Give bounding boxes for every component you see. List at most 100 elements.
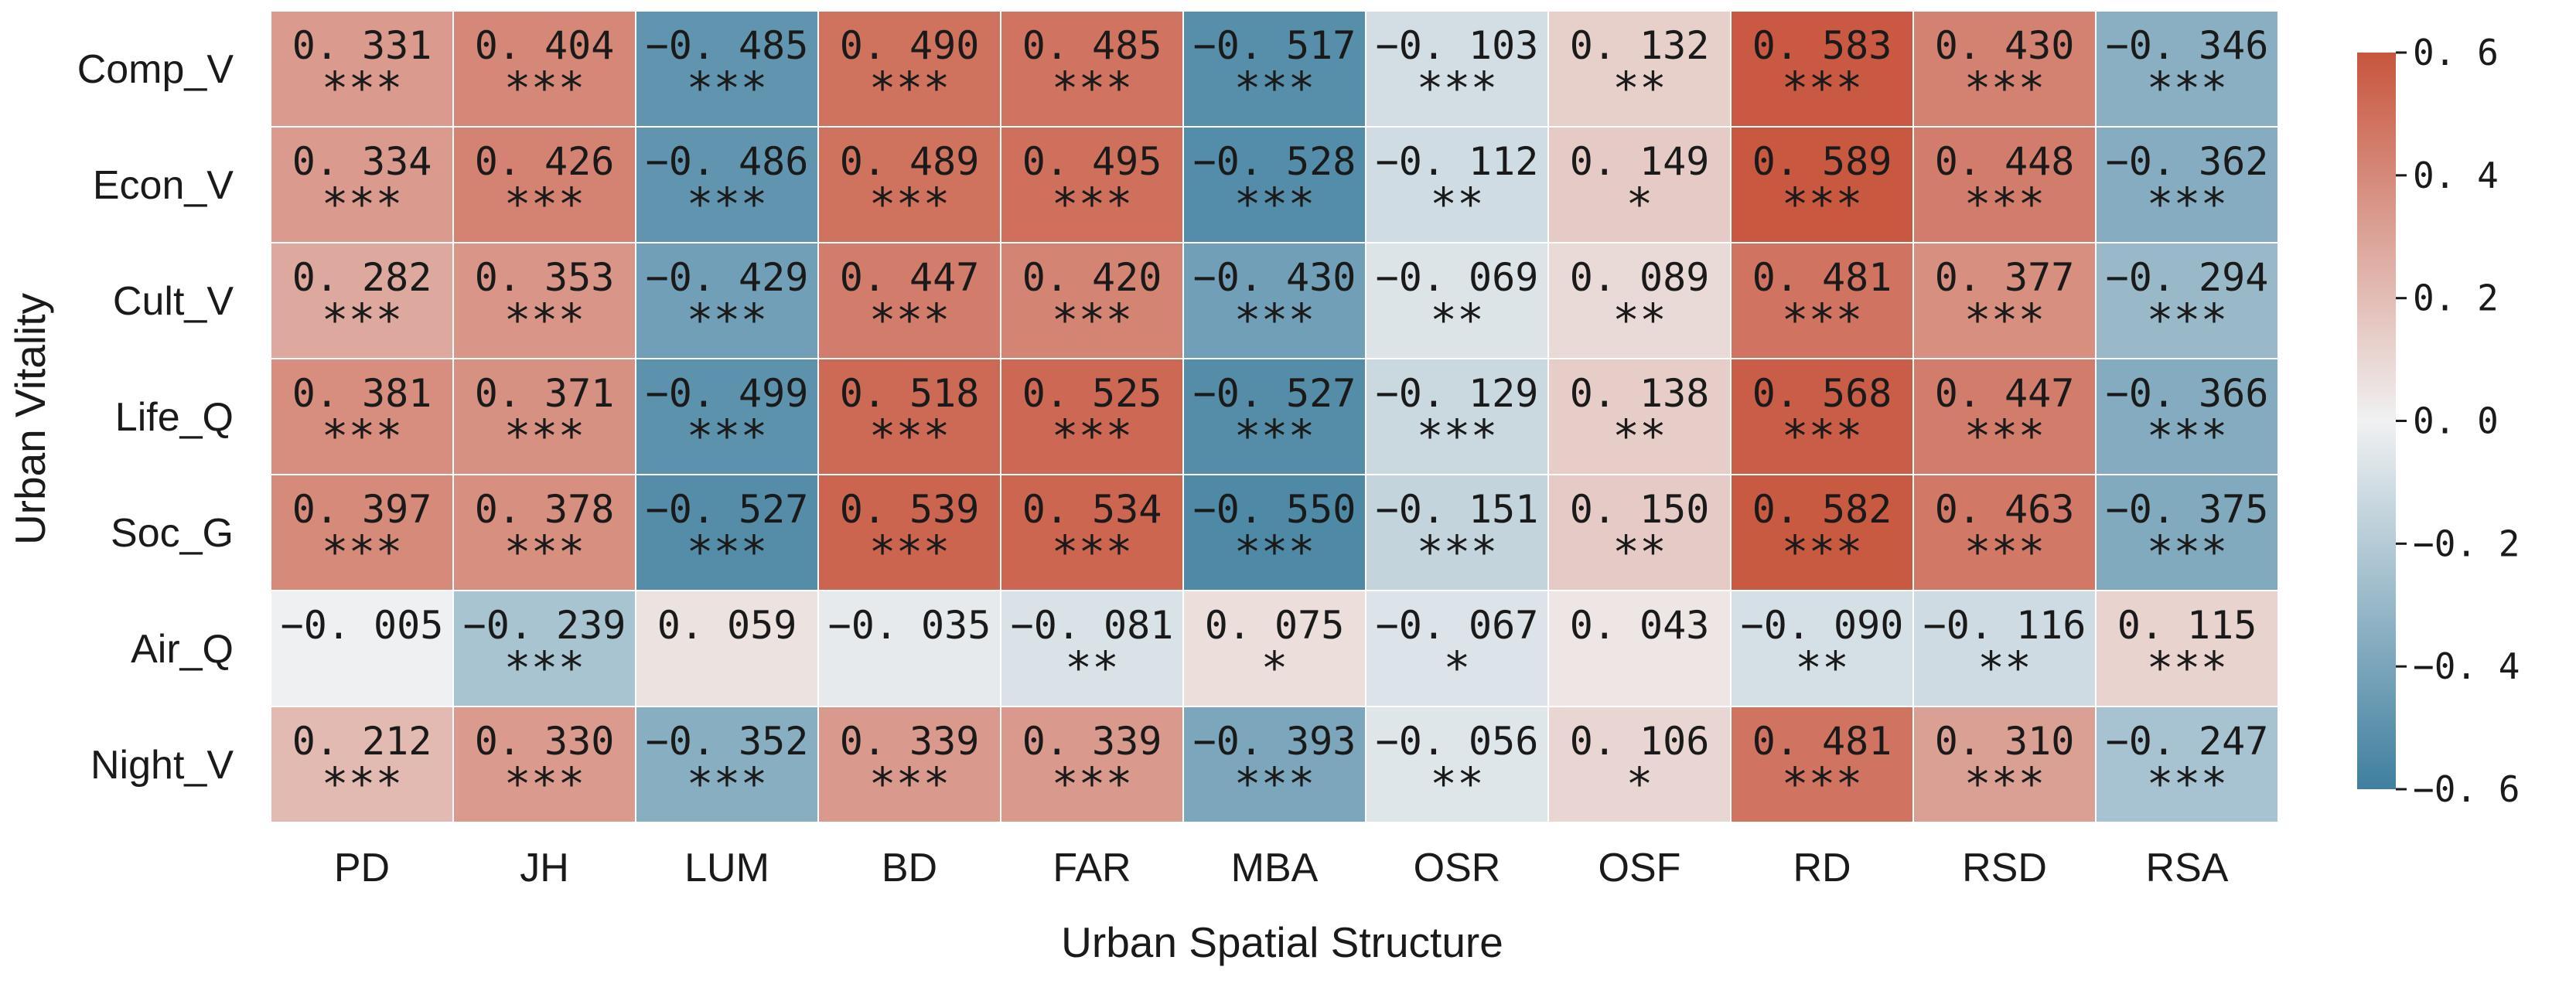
cell-significance-label: ***	[1234, 178, 1315, 230]
cell-value-label: 0. 463	[1935, 487, 2075, 532]
cell-significance-label: *	[1626, 178, 1653, 230]
heatmap-cell	[817, 358, 1001, 475]
x-axis-tick-labels: PD JH LUM BD FAR MBA OSR OSF RD RSD RSA	[334, 846, 2229, 890]
cell-value-label: 0. 490	[840, 23, 980, 68]
cell-value-label: 0. 075	[1205, 603, 1345, 648]
heatmap-cell	[635, 242, 819, 359]
x-axis-title: Urban Spatial Structure	[1061, 918, 1503, 966]
cell-significance-label: ***	[869, 294, 950, 346]
x-tick-label: OSR	[1414, 846, 1501, 890]
cell-significance-label: *	[1444, 642, 1471, 694]
heatmap-cell	[270, 474, 454, 591]
colorbar-tick-label: 0. 0	[2413, 400, 2499, 442]
heatmap-cell	[270, 590, 454, 707]
y-tick-label: Soc_G	[111, 511, 234, 556]
cell-significance-label: ***	[687, 178, 768, 230]
cell-significance-label: ***	[869, 526, 950, 578]
heatmap-cell	[1730, 358, 1914, 475]
cell-significance-label: ***	[504, 526, 585, 578]
heatmap-cell	[1000, 706, 1184, 823]
cell-significance-label: ***	[1417, 410, 1498, 462]
y-tick-label: Air_Q	[131, 627, 234, 672]
cell-significance-label: ***	[687, 62, 768, 114]
x-tick-label: RD	[1793, 846, 1851, 890]
cell-value-label: 0. 481	[1752, 255, 1892, 300]
colorbar-tick-label: −0. 6	[2413, 768, 2520, 810]
colorbar-tick-label: −0. 4	[2413, 645, 2520, 687]
cell-value-label: 0. 334	[292, 139, 432, 184]
cell-significance-label: ***	[687, 758, 768, 810]
cell-significance-label: ***	[1052, 178, 1133, 230]
cell-value-label: 0. 381	[292, 371, 432, 416]
cell-significance-label: ***	[2147, 642, 2228, 694]
cell-significance-label: ***	[1052, 526, 1133, 578]
cell-value-label: −0. 294	[2106, 255, 2269, 300]
cell-significance-label: ***	[869, 758, 950, 810]
cell-value-label: −0. 116	[1923, 603, 2086, 648]
heatmap-cell	[1182, 10, 1366, 128]
cell-value-label: 0. 138	[1570, 371, 1710, 416]
cell-significance-label: ***	[1782, 410, 1863, 462]
y-tick-label: Life_Q	[115, 395, 234, 440]
cell-significance-label: ***	[1234, 758, 1315, 810]
colorbar: 0. 6 0. 4 0. 2 0. 0 −0. 2 −0. 4 −0. 6	[2357, 32, 2520, 810]
cell-value-label: −0. 112	[1376, 139, 1539, 184]
cell-value-label: 0. 089	[1570, 255, 1710, 300]
cell-value-label: −0. 393	[1193, 719, 1356, 764]
cell-value-label: 0. 212	[292, 719, 432, 764]
cell-value-label: −0. 375	[2106, 487, 2269, 532]
cell-significance-label: ***	[1052, 62, 1133, 114]
heatmap-cell	[817, 126, 1001, 243]
cell-significance-label: ***	[322, 62, 403, 114]
heatmap-cell	[1730, 126, 1914, 243]
cell-value-label: −0. 069	[1376, 255, 1539, 300]
cell-significance-label: ***	[504, 410, 585, 462]
cell-value-label: 0. 447	[1935, 371, 2075, 416]
cell-significance-label: **	[1612, 62, 1667, 114]
cell-significance-label: ***	[2147, 294, 2228, 346]
heatmap-cell	[1912, 126, 2097, 243]
cell-value-label: −0. 103	[1376, 23, 1539, 68]
cell-significance-label: ***	[1782, 758, 1863, 810]
cell-significance-label: **	[1612, 526, 1667, 578]
cell-value-label: −0. 517	[1193, 23, 1356, 68]
cell-value-label: 0. 150	[1570, 487, 1710, 532]
heatmap-cell	[1730, 706, 1914, 823]
y-tick-label: Cult_V	[113, 279, 234, 324]
cell-significance-label: ***	[322, 294, 403, 346]
cell-value-label: 0. 589	[1752, 139, 1892, 184]
colorbar-tick-label: −0. 2	[2413, 523, 2520, 564]
cell-value-label: 0. 534	[1022, 487, 1162, 532]
heatmap-cell	[270, 706, 454, 823]
heatmap-cell	[1182, 474, 1366, 591]
cell-value-label: −0. 346	[2106, 23, 2269, 68]
heatmap-cell	[1912, 10, 2097, 128]
heatmap-cell	[635, 706, 819, 823]
cell-significance-label: ***	[1964, 410, 2045, 462]
cell-significance-label: ***	[1782, 526, 1863, 578]
cell-value-label: 0. 132	[1570, 23, 1710, 68]
cell-value-label: 0. 518	[840, 371, 980, 416]
heatmap-cell	[1182, 242, 1366, 359]
cell-significance-label: ***	[2147, 526, 2228, 578]
cell-significance-label: *	[1261, 642, 1288, 694]
heatmap-cell	[452, 474, 636, 591]
cell-significance-label: ***	[687, 294, 768, 346]
cell-significance-label: ***	[2147, 178, 2228, 230]
cell-value-label: 0. 371	[475, 371, 615, 416]
heatmap-cell	[452, 126, 636, 243]
colorbar-tick-label: 0. 4	[2413, 155, 2499, 196]
heatmap-cell	[1365, 126, 1549, 243]
colorbar-tick-label: 0. 6	[2413, 32, 2499, 73]
cell-value-label: 0. 378	[475, 487, 615, 532]
cell-significance-label: ***	[1417, 62, 1498, 114]
y-tick-label: Econ_V	[93, 163, 234, 208]
cell-value-label: 0. 447	[840, 255, 980, 300]
x-tick-label: LUM	[684, 846, 769, 890]
cell-value-label: 0. 339	[840, 719, 980, 764]
cell-significance-label: ***	[1964, 62, 2045, 114]
heatmap-cell	[1365, 706, 1549, 823]
cell-value-label: 0. 420	[1022, 255, 1162, 300]
cell-significance-label: ***	[869, 410, 950, 462]
